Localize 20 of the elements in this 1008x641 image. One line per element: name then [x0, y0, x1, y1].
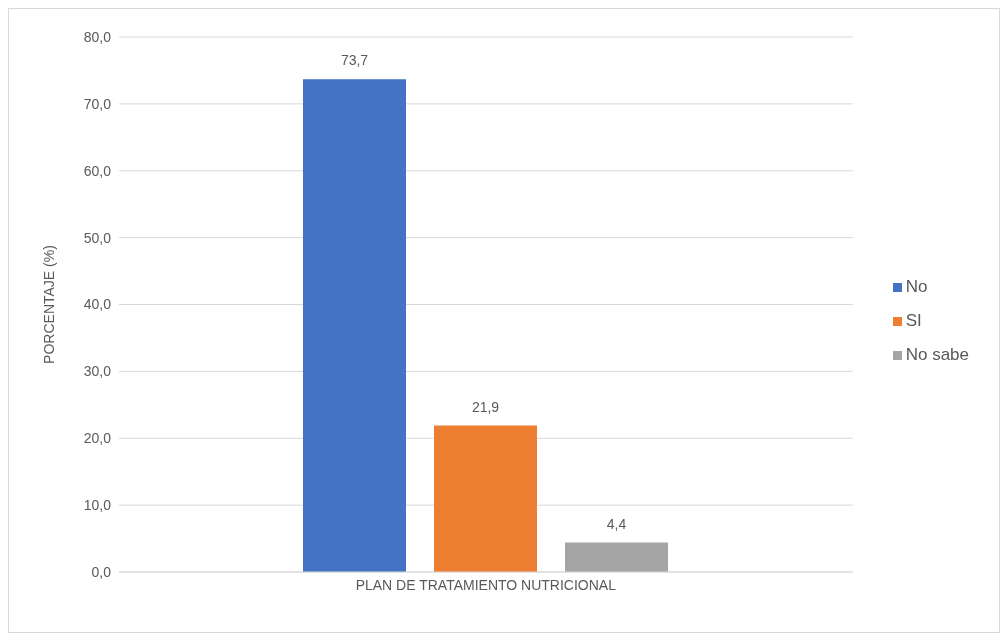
x-tick-label: PLAN DE TRATAMIENTO NUTRICIONAL: [355, 576, 617, 593]
y-tick-label: 50,0: [83, 229, 112, 246]
bar: [565, 542, 668, 572]
legend-label: SI: [905, 310, 922, 330]
legend-label: No sabe: [905, 344, 969, 364]
legend-label: No: [905, 276, 928, 296]
y-tick-label: 30,0: [83, 363, 112, 380]
y-tick-label: 70,0: [83, 95, 112, 112]
data-label: 21,9: [471, 398, 500, 415]
y-tick-label: 0,0: [91, 563, 112, 580]
y-tick-label: 20,0: [83, 430, 112, 447]
bar: [434, 425, 537, 572]
y-axis-title: PORCENTAJE (%): [40, 245, 57, 364]
y-tick-label: 40,0: [83, 296, 112, 313]
bar: [303, 79, 406, 572]
y-tick-label: 10,0: [83, 497, 112, 514]
y-tick-label: 60,0: [83, 162, 112, 179]
data-label: 4,4: [606, 515, 627, 532]
y-tick-label: 80,0: [83, 28, 112, 45]
data-label: 73,7: [340, 52, 369, 69]
